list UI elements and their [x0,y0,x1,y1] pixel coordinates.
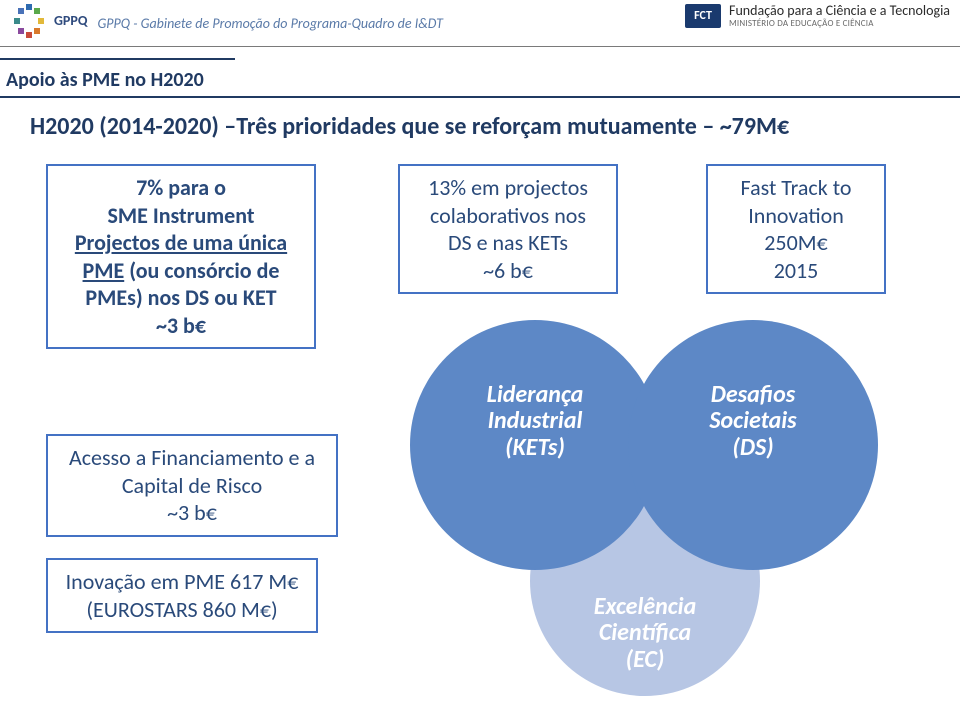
page-header: GPPQ GPPQ - Gabinete de Promoção do Prog… [0,0,960,46]
circle-ec-l3: (EC) [626,647,665,673]
venn-diagram: Excelência Científica (EC) Liderança Ind… [380,300,920,700]
page-root: GPPQ GPPQ - Gabinete de Promoção do Prog… [0,0,960,715]
header-divider [0,46,960,47]
gppq-text-block: GPPQ [54,14,87,28]
circle-ec-l2: Científica [599,620,691,646]
circle-kets-l1: Liderança [487,382,584,408]
box-sme-l2: SME Instrument [108,202,255,229]
box-sme-l4: PMEs) nos DS ou KET [85,284,276,311]
box-fast-track: Fast Track to Innovation 250M€ 2015 [706,164,886,294]
circle-ds-l1: Desafios [711,382,795,408]
box-financing-access: Acesso a Financiamento e a Capital de Ri… [46,434,338,537]
gppq-acronym: GPPQ [54,14,87,28]
box-sme-l5: ~3 b€ [156,312,206,339]
box-fin-l2: Capital de Risco [58,472,326,500]
section-title: Apoio às PME no H2020 [0,64,218,96]
fct-logo-icon: FCT [685,4,721,28]
box-sme-instrument: 7% para o SME Instrument Projectos de um… [46,164,316,349]
box-fin-l1: Acesso a Financiamento e a [58,444,326,472]
box-fast-l2: Innovation [718,202,874,230]
section-rule-bottom [0,96,960,98]
box-proj-l3: DS e nas KETs [410,229,606,257]
header-right: FCT Fundação para a Ciência e a Tecnolog… [685,4,950,28]
circle-lideranca-industrial: Liderança Industrial (KETs) [410,320,660,570]
box-eurostars: Inovação em PME 617 M€ (EUROSTARS 860 M€… [46,558,318,633]
box-fast-l3: 250M€ [718,229,874,257]
gppq-subtitle: GPPQ - Gabinete de Promoção do Programa-… [97,15,443,32]
circle-kets-l2: Industrial [488,408,583,434]
fct-title: Fundação para a Ciência e a Tecnologia [729,4,950,19]
box-fin-l3: ~3 b€ [58,499,326,527]
box-sme-l3a: Projectos de uma única [75,229,287,256]
circle-ds-l2: Societais [709,408,796,434]
box-proj-l2: colaborativos nos [410,202,606,230]
box-proj-l4: ~6 b€ [410,257,606,285]
box-sme-l3b: PME [83,257,125,284]
circle-desafios-societais: Desafios Societais (DS) [628,320,878,570]
section-rule-top [0,58,235,60]
circle-kets-l3: (KETs) [505,435,565,461]
header-left: GPPQ GPPQ - Gabinete de Promoção do Prog… [10,2,443,40]
box-euro-l2: (EUROSTARS 860 M€) [58,596,306,624]
fct-subtitle: MINISTÉRIO DA EDUCAÇÃO E CIÊNCIA [729,19,950,28]
page-headline: H2020 (2014-2020) –Três prioridades que … [30,112,789,141]
circle-ec-l1: Excelência [594,594,696,620]
box-fast-l4: 2015 [718,257,874,285]
box-proj-l1: 13% em projectos [410,174,606,202]
box-fast-l1: Fast Track to [718,174,874,202]
box-sme-l1: 7% para o [136,174,226,201]
circle-ds-l3: (DS) [732,435,773,461]
box-euro-l1: Inovação em PME 617 M€ [58,568,306,596]
gppq-logo-icon [10,2,48,40]
fct-text-block: Fundação para a Ciência e a Tecnologia M… [729,4,950,28]
box-collaborative-projects: 13% em projectos colaborativos nos DS e … [398,164,618,294]
box-sme-l3c: (ou consórcio de [124,257,279,284]
